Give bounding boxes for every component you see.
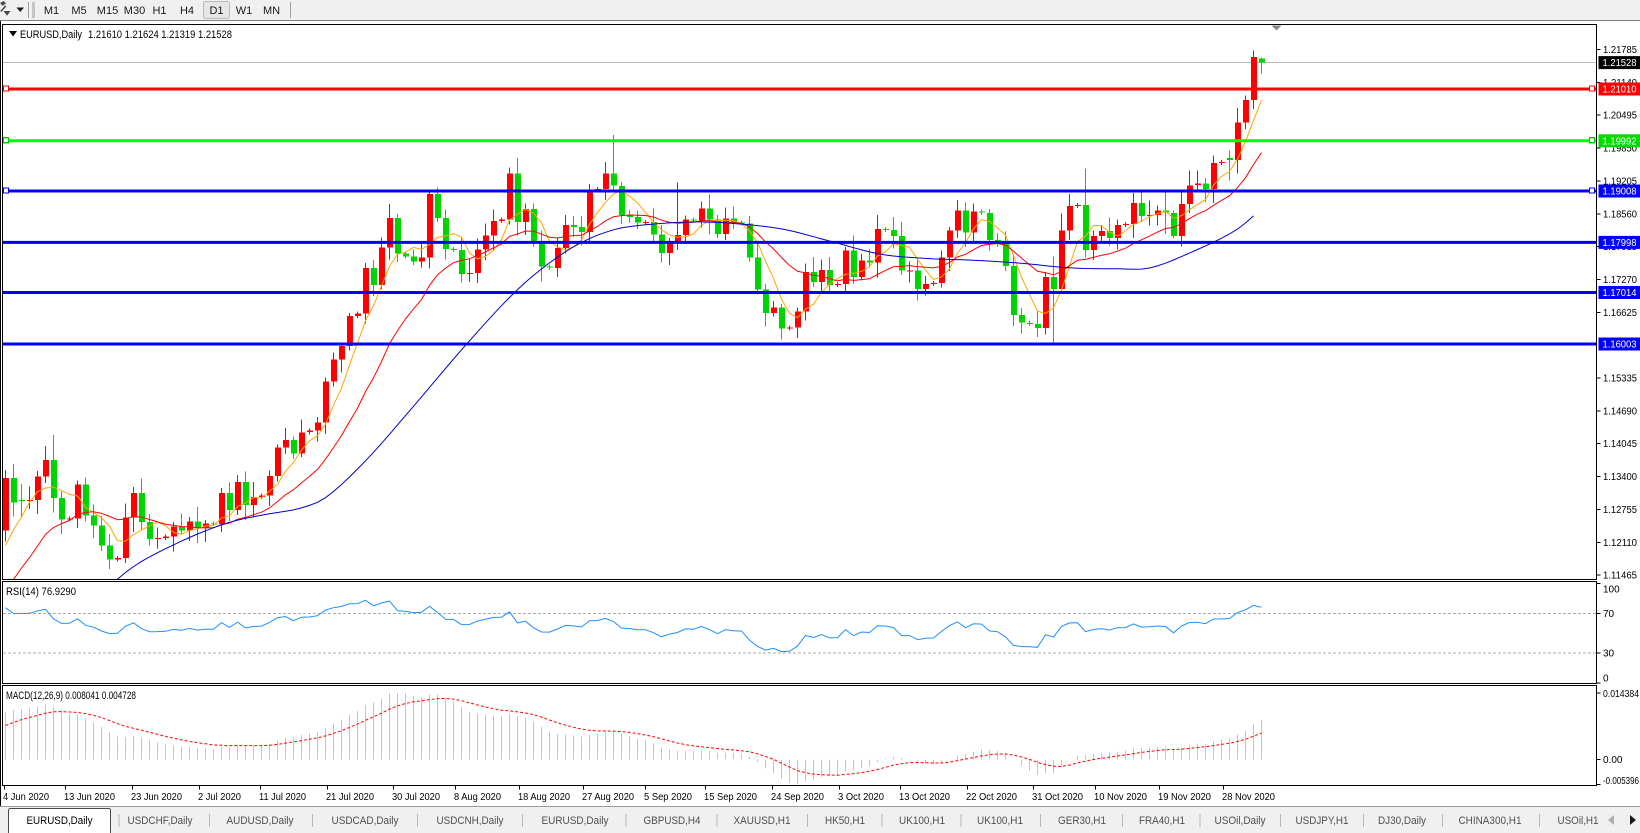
- svg-text:13 Jun 2020: 13 Jun 2020: [64, 792, 115, 803]
- svg-text:1.19992: 1.19992: [1603, 136, 1637, 147]
- svg-text:1.17270: 1.17270: [1603, 275, 1637, 286]
- svg-text:1.11465: 1.11465: [1603, 571, 1637, 582]
- svg-text:H1: H1: [152, 5, 166, 17]
- svg-text:30: 30: [1603, 649, 1615, 660]
- svg-text:23 Jun 2020: 23 Jun 2020: [131, 792, 182, 803]
- svg-text:1.14045: 1.14045: [1603, 439, 1637, 450]
- svg-text:EURUSD,Daily: EURUSD,Daily: [27, 815, 93, 827]
- svg-text:4 Jun 2020: 4 Jun 2020: [3, 792, 49, 803]
- svg-text:15 Sep 2020: 15 Sep 2020: [704, 792, 757, 803]
- svg-text:1.19205: 1.19205: [1603, 176, 1637, 187]
- svg-text:M1: M1: [44, 5, 59, 17]
- svg-text:27 Aug 2020: 27 Aug 2020: [582, 792, 634, 803]
- svg-text:USDCHF,Daily: USDCHF,Daily: [128, 815, 193, 827]
- svg-text:0: 0: [1603, 674, 1609, 685]
- svg-text:100: 100: [1603, 585, 1620, 596]
- svg-text:USOil,Daily: USOil,Daily: [1215, 815, 1266, 827]
- svg-text:M15: M15: [97, 5, 118, 17]
- svg-text:1.21010: 1.21010: [1603, 85, 1637, 96]
- svg-text:H4: H4: [180, 5, 194, 17]
- svg-text:MN: MN: [263, 5, 280, 17]
- svg-text:M30: M30: [124, 5, 145, 17]
- svg-text:70: 70: [1603, 609, 1615, 620]
- svg-text:1.13400: 1.13400: [1603, 472, 1637, 483]
- svg-text:XAUUSD,H1: XAUUSD,H1: [734, 815, 791, 827]
- svg-text:18 Aug 2020: 18 Aug 2020: [518, 792, 570, 803]
- svg-text:D1: D1: [209, 5, 223, 17]
- svg-text:USOil,H1: USOil,H1: [1558, 815, 1599, 827]
- svg-text:1.15335: 1.15335: [1603, 374, 1637, 385]
- svg-text:CHINA300,H1: CHINA300,H1: [1459, 815, 1522, 827]
- svg-text:EURUSD,Daily: EURUSD,Daily: [542, 815, 609, 827]
- svg-text:GBPUSD,H4: GBPUSD,H4: [644, 815, 701, 827]
- svg-text:8 Aug 2020: 8 Aug 2020: [454, 792, 501, 803]
- svg-text:DJ30,Daily: DJ30,Daily: [1378, 815, 1426, 827]
- svg-text:13 Oct 2020: 13 Oct 2020: [899, 792, 950, 803]
- svg-text:1.19008: 1.19008: [1603, 187, 1637, 198]
- svg-text:MACD(12,26,9) 0.008041 0.00472: MACD(12,26,9) 0.008041 0.004728: [6, 690, 136, 702]
- svg-text:1.21610 1.21624 1.21319 1.2152: 1.21610 1.21624 1.21319 1.21528: [88, 29, 232, 41]
- svg-text:UK100,H1: UK100,H1: [977, 815, 1023, 827]
- svg-text:1.12755: 1.12755: [1603, 505, 1637, 516]
- svg-text:USDJPY,H1: USDJPY,H1: [1296, 815, 1349, 827]
- svg-text:1.20495: 1.20495: [1603, 111, 1637, 122]
- svg-text:EURUSD,Daily: EURUSD,Daily: [20, 29, 82, 41]
- svg-text:1.17998: 1.17998: [1603, 238, 1637, 249]
- svg-text:2 Jul 2020: 2 Jul 2020: [198, 792, 241, 803]
- svg-text:-0.005396: -0.005396: [1603, 776, 1639, 787]
- svg-text:21 Jul 2020: 21 Jul 2020: [326, 792, 374, 803]
- svg-text:1.16003: 1.16003: [1603, 340, 1637, 351]
- svg-text:UK100,H1: UK100,H1: [899, 815, 945, 827]
- svg-text:1.14690: 1.14690: [1603, 406, 1637, 417]
- svg-text:24 Sep 2020: 24 Sep 2020: [771, 792, 824, 803]
- svg-text:AUDUSD,Daily: AUDUSD,Daily: [227, 815, 294, 827]
- svg-text:0.00: 0.00: [1603, 755, 1623, 766]
- svg-text:USDCNH,Daily: USDCNH,Daily: [437, 815, 504, 827]
- svg-text:RSI(14) 76.9290: RSI(14) 76.9290: [6, 586, 76, 598]
- svg-text:31 Oct 2020: 31 Oct 2020: [1032, 792, 1083, 803]
- svg-text:M5: M5: [71, 5, 86, 17]
- svg-text:1.21528: 1.21528: [1603, 58, 1637, 69]
- svg-text:1.21785: 1.21785: [1603, 45, 1637, 56]
- svg-text:1.16625: 1.16625: [1603, 308, 1637, 319]
- svg-text:5 Sep 2020: 5 Sep 2020: [644, 792, 692, 803]
- svg-text:19 Nov 2020: 19 Nov 2020: [1158, 792, 1211, 803]
- svg-text:USDCAD,Daily: USDCAD,Daily: [332, 815, 399, 827]
- svg-text:GER30,H1: GER30,H1: [1058, 815, 1106, 827]
- svg-text:1.18560: 1.18560: [1603, 209, 1637, 220]
- svg-text:HK50,H1: HK50,H1: [825, 815, 865, 827]
- svg-text:1.19850: 1.19850: [1603, 144, 1637, 155]
- svg-text:28 Nov 2020: 28 Nov 2020: [1222, 792, 1275, 803]
- svg-text:30 Jul 2020: 30 Jul 2020: [392, 792, 440, 803]
- svg-text:3 Oct 2020: 3 Oct 2020: [838, 792, 884, 803]
- svg-text:1.12110: 1.12110: [1603, 538, 1637, 549]
- svg-text:0.014384: 0.014384: [1603, 689, 1639, 700]
- svg-text:1.17014: 1.17014: [1603, 288, 1637, 299]
- svg-text:11 Jul 2020: 11 Jul 2020: [259, 792, 306, 803]
- svg-text:FRA40,H1: FRA40,H1: [1139, 815, 1185, 827]
- svg-text:W1: W1: [236, 5, 253, 17]
- svg-text:10 Nov 2020: 10 Nov 2020: [1094, 792, 1147, 803]
- svg-text:22 Oct 2020: 22 Oct 2020: [966, 792, 1017, 803]
